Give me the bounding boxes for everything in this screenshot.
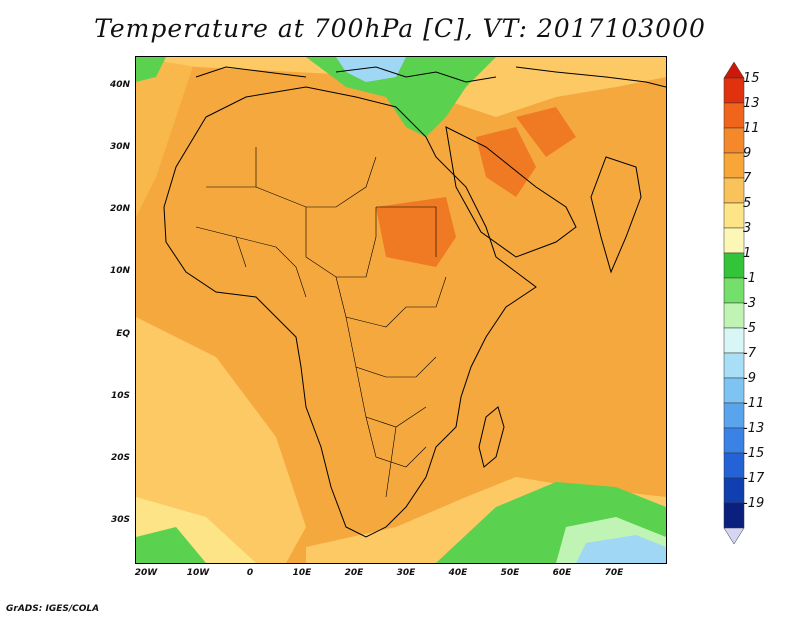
colorbar-label: 1 (743, 246, 752, 261)
coastlines (163, 66, 666, 538)
field-mediterranean-green (306, 57, 496, 137)
country-borders (195, 147, 447, 498)
colorbar-label: -15 (743, 446, 765, 461)
field-arabia-hot (476, 127, 536, 197)
lon-tick: 50E (500, 568, 520, 578)
lat-tick: EQ (116, 329, 130, 339)
colorbar-label: 9 (743, 146, 752, 161)
colorbar-segment (723, 352, 745, 379)
field-iran-hot (516, 107, 576, 157)
colorbar-label: 5 (743, 196, 752, 211)
lon-tick: 20W (134, 568, 158, 578)
colorbar-segment (723, 177, 745, 204)
lat-tick: 20N (109, 204, 130, 214)
colorbar-segment (723, 127, 745, 154)
colorbar-label: -13 (743, 421, 765, 436)
lat-tick: 30N (109, 142, 130, 152)
lon-tick: 10E (292, 568, 312, 578)
colorbar-label: -7 (743, 346, 756, 361)
field-south-cold (576, 535, 666, 563)
colorbar-label: 3 (743, 221, 752, 236)
colorbar-segment (723, 227, 745, 254)
lat-tick: 40N (109, 80, 130, 90)
lon-tick: 10W (186, 568, 210, 578)
colorbar-segment (723, 77, 745, 104)
colorbar-segment (723, 102, 745, 129)
colorbar-segment (723, 402, 745, 429)
colorbar-label: 13 (743, 96, 760, 111)
lat-tick: 30S (110, 515, 130, 525)
colorbar-segment (723, 377, 745, 404)
lat-tick: 20S (110, 453, 130, 463)
colorbar-label: -3 (743, 296, 756, 311)
lat-tick: 10S (110, 391, 130, 401)
colorbar-bottom-arrow (723, 527, 745, 545)
field-southwest-green (136, 527, 206, 563)
lon-tick: 30E (396, 568, 416, 578)
lon-tick: 60E (552, 568, 572, 578)
colorbar-label: 15 (743, 71, 760, 86)
temperature-map (135, 56, 667, 564)
lon-tick: 0 (246, 568, 254, 578)
colorbar-segment (723, 452, 745, 479)
field-europe-cold (336, 57, 406, 82)
colorbar-segment (723, 327, 745, 354)
field-southwest (136, 317, 306, 563)
lon-tick: 70E (604, 568, 624, 578)
field-northwest (136, 57, 196, 217)
field-north-mild (136, 57, 666, 117)
colorbar-segment (723, 477, 745, 504)
lon-tick: 20E (344, 568, 364, 578)
colorbar-segment (723, 277, 745, 304)
colorbar-segment (723, 252, 745, 279)
credit-label: GrADS: IGES/COLA (6, 604, 100, 614)
map-canvas (136, 57, 666, 563)
colorbar-label: 7 (743, 171, 752, 186)
colorbar-segment (723, 302, 745, 329)
colorbar-label: -5 (743, 321, 756, 336)
lon-tick: 40E (448, 568, 468, 578)
colorbar-segment (723, 427, 745, 454)
field-atlantic-green (136, 57, 166, 82)
colorbar-label: 11 (743, 121, 760, 136)
colorbar-label: -11 (743, 396, 765, 411)
colorbar-segment (723, 502, 745, 529)
colorbar-segment (723, 202, 745, 229)
colorbar-label: -19 (743, 496, 765, 511)
colorbar-top-arrow (723, 61, 745, 79)
lat-tick: 10N (109, 266, 130, 276)
colorbar-segment (723, 152, 745, 179)
map-title: Temperature at 700hPa [C], VT: 201710300… (94, 14, 706, 43)
colorbar-label: -9 (743, 371, 756, 386)
colorbar-label: -1 (743, 271, 756, 286)
colorbar-label: -17 (743, 471, 765, 486)
colorbar (723, 61, 745, 545)
